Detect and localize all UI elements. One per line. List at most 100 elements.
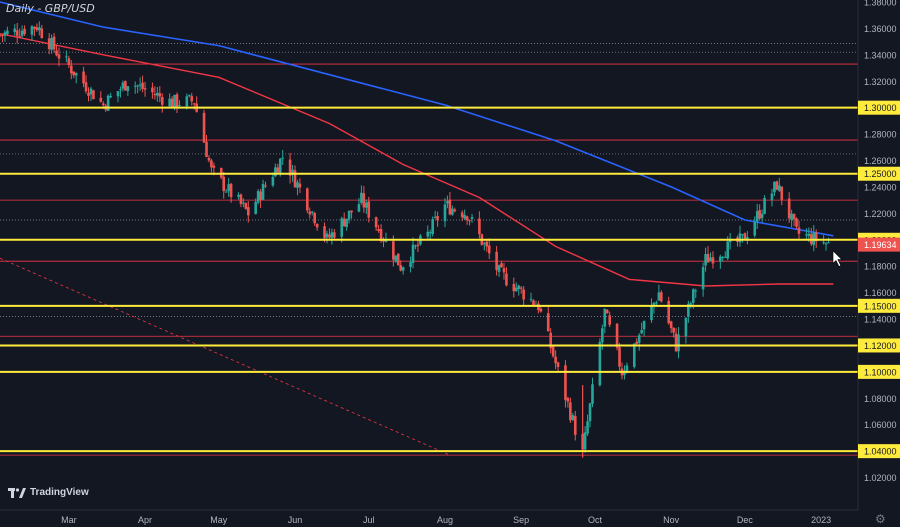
y-tick-label: 1.06000 <box>864 420 897 430</box>
candle-body <box>224 191 228 193</box>
last-price-label: 1.19634 <box>864 240 897 250</box>
candle-body <box>99 97 103 102</box>
candle-body <box>345 218 348 228</box>
candle-body <box>787 198 791 219</box>
candle-body <box>178 105 181 107</box>
candle-body <box>694 290 698 292</box>
candle-body <box>158 93 162 97</box>
candle-body <box>72 71 76 76</box>
candle-body <box>657 292 661 301</box>
candle-body <box>1 35 4 37</box>
candle-body <box>106 95 110 112</box>
x-tick-label: Nov <box>663 515 680 525</box>
candle-body <box>566 398 570 402</box>
candle-body <box>571 415 575 420</box>
candle-body <box>497 265 501 272</box>
candle-body <box>460 212 464 218</box>
candle-body <box>519 287 523 289</box>
candle-body <box>684 317 688 337</box>
candle-body <box>340 218 344 237</box>
candle-body <box>367 201 371 218</box>
candle-body <box>532 300 535 305</box>
candle-body <box>20 30 24 36</box>
candle-body <box>365 202 368 208</box>
candle-body <box>502 268 506 273</box>
candle-body <box>313 213 316 224</box>
candle-body <box>554 356 557 364</box>
candle-body <box>431 219 434 235</box>
key-level-tag <box>858 166 900 181</box>
candle-body <box>175 94 179 108</box>
key-level-tag <box>858 338 900 353</box>
candle-body <box>3 32 7 36</box>
candle-body <box>753 222 757 236</box>
candle-body <box>38 27 41 31</box>
candle-body <box>293 170 297 188</box>
candle-body <box>13 28 17 33</box>
candle-body <box>827 242 830 244</box>
candle-body <box>227 184 230 192</box>
candle-body <box>374 217 378 228</box>
candle-body <box>274 167 277 177</box>
candle-body <box>207 157 211 161</box>
key-level-tag-label: 1.30000 <box>864 103 897 113</box>
candle-body <box>264 185 267 187</box>
y-tick-label: 1.38000 <box>864 0 897 8</box>
candle-body <box>138 84 142 86</box>
x-tick-label: Apr <box>138 515 152 525</box>
candle-body <box>775 181 779 190</box>
candle-body <box>242 202 245 204</box>
candle-body <box>377 228 380 231</box>
candle-body <box>153 93 157 96</box>
candle-body <box>691 289 695 303</box>
chart-title: Daily - GBP/USD <box>6 2 95 15</box>
x-tick-label: Jun <box>288 515 303 525</box>
y-tick-label: 1.14000 <box>864 315 897 325</box>
candle-body <box>308 211 312 215</box>
candle-body <box>143 88 147 90</box>
candle-body <box>723 256 727 258</box>
candle-body <box>416 244 420 246</box>
candle-body <box>463 215 466 219</box>
candle-body <box>605 310 609 314</box>
candle-body <box>15 30 19 36</box>
tradingview-logo-text: TradingView <box>30 487 89 498</box>
y-tick-label: 1.24000 <box>864 182 897 192</box>
candle-body <box>483 243 486 245</box>
candle-body <box>254 201 257 214</box>
candle-body <box>239 194 243 205</box>
candle-body <box>247 207 250 216</box>
candle-body <box>822 242 825 244</box>
candle-body <box>667 300 670 324</box>
candle-body <box>237 194 240 197</box>
candle-body <box>591 384 594 404</box>
candle-body <box>465 216 469 221</box>
candle-body <box>396 253 400 266</box>
candle-body <box>222 176 226 191</box>
y-tick-label: 1.26000 <box>864 156 897 166</box>
candle-body <box>35 27 39 30</box>
candle-body <box>451 208 454 215</box>
candle-body <box>126 86 130 92</box>
candle-body <box>357 204 361 212</box>
key-level-tag-label: 1.25000 <box>864 169 897 179</box>
candle-body <box>411 244 415 263</box>
y-tick-label: 1.02000 <box>864 473 897 483</box>
candle-body <box>362 193 366 208</box>
candle-body <box>278 158 282 175</box>
candle-body <box>746 237 749 239</box>
x-tick-label: Aug <box>437 515 453 525</box>
candle-body <box>704 254 707 266</box>
candle-body <box>468 220 471 222</box>
candle-body <box>539 308 543 312</box>
gear-icon[interactable]: ⚙ <box>875 512 886 526</box>
candle-body <box>674 333 678 352</box>
candle-body <box>549 332 552 349</box>
candle-body <box>281 157 285 159</box>
key-level-tag-label: 1.10000 <box>864 367 897 377</box>
candle-body <box>453 209 457 212</box>
candle-body <box>778 185 781 191</box>
candle-body <box>288 159 292 176</box>
x-tick-label: Jul <box>363 515 375 525</box>
